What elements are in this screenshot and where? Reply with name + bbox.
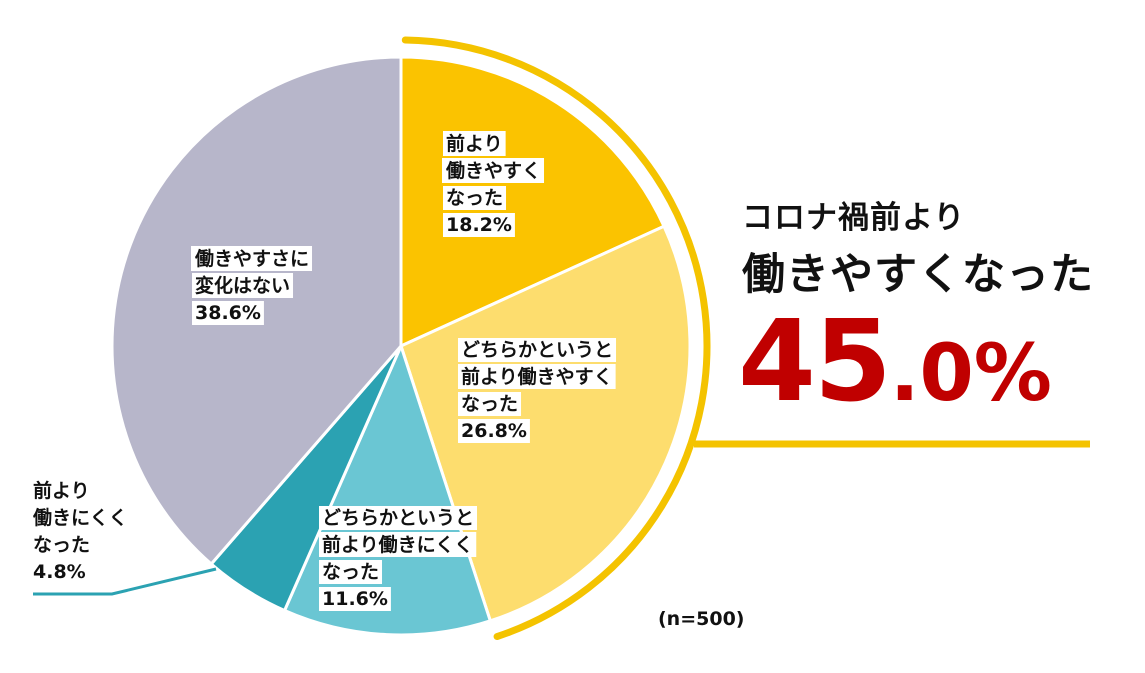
label-background xyxy=(458,392,522,416)
label-background xyxy=(458,419,530,443)
slice-name-label: 前より働きにくく xyxy=(322,533,473,556)
label-background xyxy=(319,506,478,530)
slice-percent-label: 11.6% xyxy=(322,588,388,610)
slice-percent-label: 4.8% xyxy=(33,561,86,583)
slice-name-label: どちらかというと xyxy=(322,507,474,529)
label-leader-line xyxy=(33,567,217,596)
slice-name-label: どちらかというと xyxy=(461,339,613,361)
slice-name-label: なった xyxy=(461,393,518,415)
label-background xyxy=(458,338,617,362)
slice-name-label: 働きやすさに xyxy=(194,247,309,270)
slice-name-label: なった xyxy=(33,534,90,556)
label-background xyxy=(442,158,545,183)
label-background xyxy=(319,587,391,611)
label-background xyxy=(30,560,89,584)
slice-name-label: なった xyxy=(446,187,503,209)
callout-heading: コロナ禍前より xyxy=(742,200,966,236)
slice-name-label: 働きにくく xyxy=(32,506,128,529)
highlight-accents xyxy=(33,36,1090,641)
label-background xyxy=(319,560,383,584)
slice-percent-label: 18.2% xyxy=(446,214,512,236)
slice-name-label: 前より xyxy=(33,479,90,502)
label-background xyxy=(443,186,507,210)
pie-slice xyxy=(399,55,666,348)
label-background xyxy=(192,301,264,325)
label-background xyxy=(29,505,131,530)
slice-name-label: 変化はない xyxy=(195,274,290,297)
slice-name-label: 前より働きやすく xyxy=(461,365,613,388)
label-background xyxy=(443,213,515,237)
label-background xyxy=(30,478,93,503)
slice-labels: 前より働きやすくなった18.2%どちらかというと前より働きやすくなった26.8%… xyxy=(29,131,617,611)
slice-name-label: 前より xyxy=(446,132,503,155)
callout-value: 45.0% xyxy=(738,306,1052,418)
label-background xyxy=(458,364,616,389)
slice-percent-label: 26.8% xyxy=(461,420,527,442)
label-background xyxy=(191,246,313,271)
label-background xyxy=(443,131,506,156)
callout-value-main: 45 xyxy=(738,297,892,427)
slice-percent-label: 38.6% xyxy=(195,302,261,324)
label-background xyxy=(319,532,477,557)
label-background xyxy=(30,533,94,557)
sample-size: (n=500) xyxy=(658,608,745,630)
slice-name-label: なった xyxy=(322,561,379,583)
callout-value-decimal: .0% xyxy=(889,329,1052,419)
slice-name-label: 働きやすく xyxy=(445,159,541,182)
label-background xyxy=(192,273,294,298)
highlight-arc xyxy=(401,36,711,641)
callout-subheading: 働きやすくなった xyxy=(742,250,1094,300)
